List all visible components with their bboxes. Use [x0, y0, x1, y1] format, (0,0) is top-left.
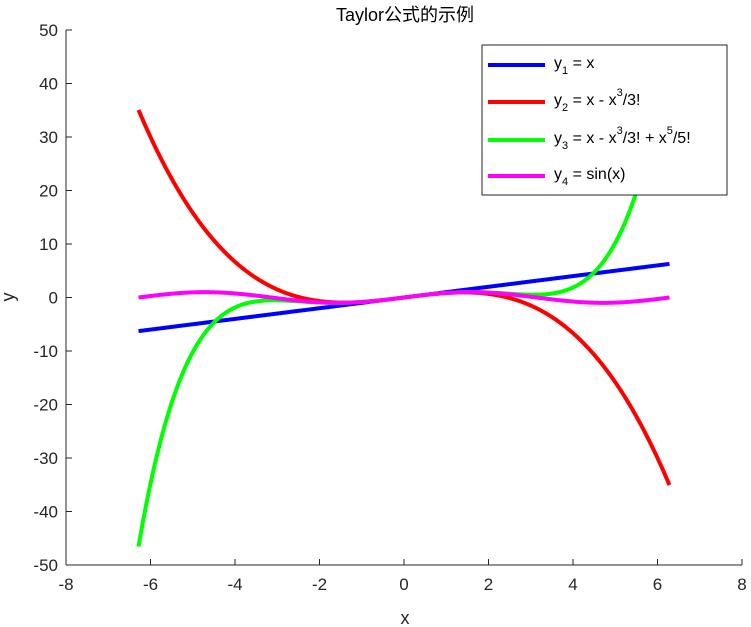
x-tick-label: -4 [227, 575, 242, 594]
y-tick-label: 10 [39, 235, 58, 254]
legend-entry-y1: y1 = x [554, 55, 594, 77]
series-line-y4 [137, 290, 671, 305]
x-tick-label: -2 [312, 575, 327, 594]
x-tick-label: 2 [484, 575, 493, 594]
y-tick-label: -20 [33, 396, 58, 415]
y-tick-label: -30 [33, 449, 58, 468]
x-tick-label: 4 [568, 575, 577, 594]
y-tick-label: 40 [39, 75, 58, 94]
y-tick-label: 0 [49, 289, 58, 308]
y-tick-label: 30 [39, 128, 58, 147]
y-axis-label: y [0, 293, 18, 302]
y-tick-label: -10 [33, 342, 58, 361]
x-tick-label: -6 [143, 575, 158, 594]
x-tick-label: 8 [737, 575, 746, 594]
legend: y1 = x y2 = x - x3/3! y3 = x - x3/3! + x5/… [481, 44, 728, 196]
y-tick-label: -40 [33, 503, 58, 522]
legend-entry-y4: y4 = sin(x) [554, 166, 625, 188]
legend-box [481, 44, 728, 196]
x-tick-label: -8 [58, 575, 73, 594]
x-axis-label: x [401, 608, 410, 627]
chart-title: Taylor公式的示例 [336, 5, 474, 25]
y-tick-label: 50 [39, 21, 58, 40]
y-tick-label: 20 [39, 182, 58, 201]
legend-entry-y3: y3 = x - x3/3! + x5/5! [554, 125, 691, 152]
series-layer [136, 48, 672, 547]
x-tick-label: 6 [653, 575, 662, 594]
legend-entry-y2: y2 = x - x3/3! [554, 87, 641, 114]
x-tick-label: 0 [399, 575, 408, 594]
y-tick-label: -50 [33, 556, 58, 575]
